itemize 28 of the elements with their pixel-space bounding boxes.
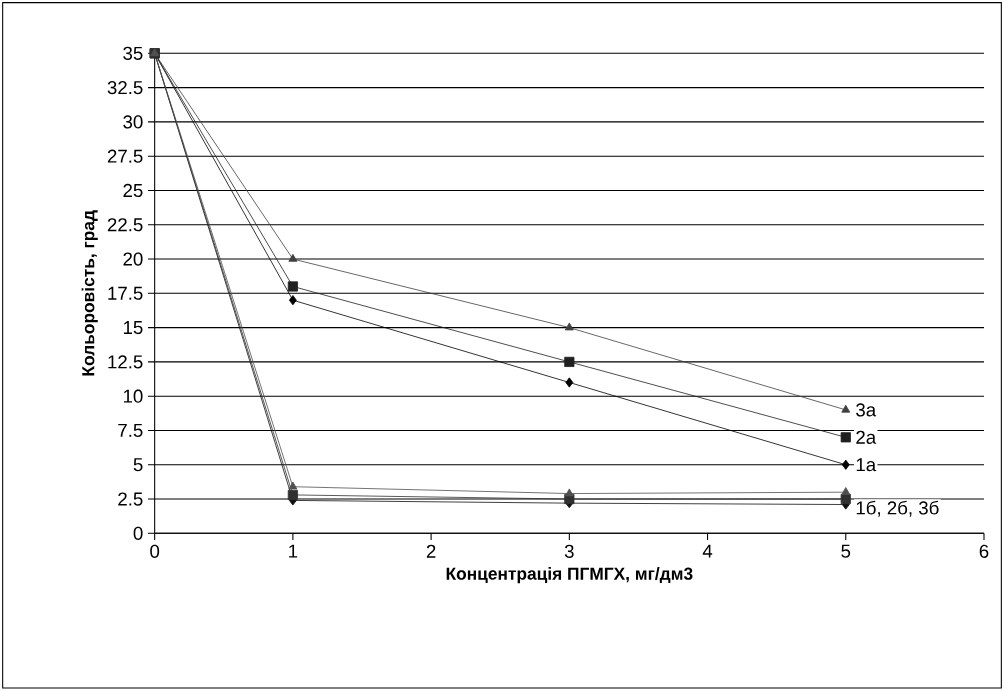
- x-axis-title: Концентрація ПГМГХ, мг/дм3: [446, 567, 693, 584]
- series-label: 2а: [856, 430, 877, 445]
- y-tick-label: 32.5: [107, 81, 143, 95]
- x-tick-label: 3: [564, 544, 574, 559]
- x-tick-label: 5: [841, 544, 851, 558]
- y-tick-label: 25: [123, 184, 143, 198]
- x-tick-label: 0: [150, 544, 160, 559]
- series-label: 3а: [856, 403, 877, 417]
- x-tick-label: 6: [979, 544, 989, 559]
- x-tick-label: 1: [289, 544, 298, 558]
- y-tick-label: 15: [123, 321, 143, 335]
- series-label: 1а: [856, 458, 877, 472]
- y-tick-label: 2.5: [118, 492, 143, 506]
- y-tick-label: 30: [123, 115, 143, 129]
- annotation: 1б, 2б, 3б: [856, 500, 939, 517]
- y-tick-label: 0: [133, 526, 143, 541]
- y-tick-label: 10: [123, 389, 143, 403]
- y-axis-title: Кольоровість, град: [81, 210, 98, 376]
- y-tick-label: 22.5: [107, 218, 143, 232]
- y-tick-label: 17.5: [108, 286, 143, 301]
- x-tick-label: 2: [426, 544, 436, 558]
- y-tick-label: 27.5: [107, 149, 143, 163]
- x-tick-label: 4: [702, 544, 713, 558]
- y-tick-label: 35: [123, 46, 143, 61]
- y-tick-label: 12.5: [108, 355, 143, 369]
- y-tick-label: 5: [133, 458, 143, 472]
- y-tick-label: 7.5: [118, 424, 143, 438]
- y-tick-label: 20: [123, 252, 143, 266]
